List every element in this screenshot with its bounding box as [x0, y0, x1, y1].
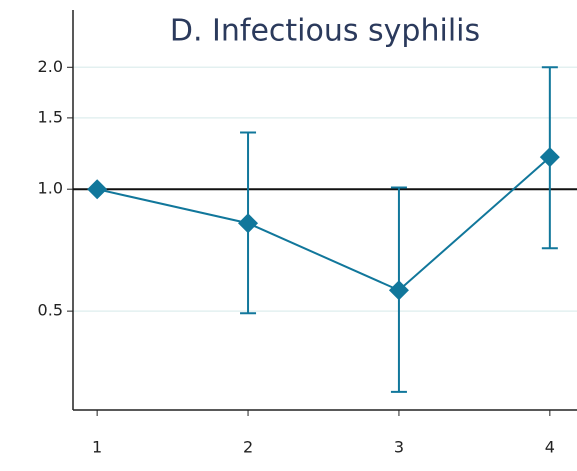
y-tick-label: 1.5	[38, 107, 63, 126]
marker	[238, 213, 259, 234]
x-tick-label: 3	[394, 438, 404, 457]
x-tick-label: 2	[243, 438, 253, 457]
marker	[539, 147, 560, 168]
chart-title: D. Infectious syphilis	[170, 14, 480, 49]
y-tick-label: 1.0	[38, 179, 63, 198]
series-line	[96, 156, 551, 292]
y-tick-label: 0.5	[38, 301, 63, 320]
y-tick-label: 2.0	[38, 57, 63, 76]
x-tick-label: 4	[545, 438, 555, 457]
marker	[388, 280, 409, 301]
marker	[87, 179, 108, 200]
x-tick-label: 1	[92, 438, 102, 457]
